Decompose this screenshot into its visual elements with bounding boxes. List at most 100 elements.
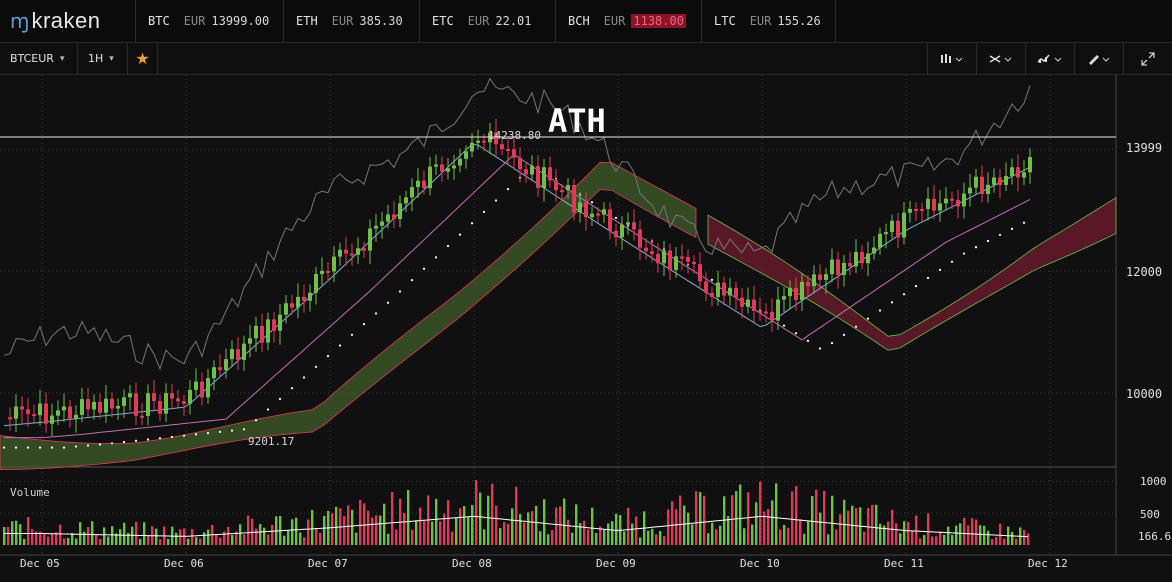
candle [38,403,42,416]
price-chart[interactable]: ATH 14238.80 9201.17 13999 12000 10000 V… [0,75,1172,582]
candle [710,292,714,297]
candle [740,297,744,307]
volume-bar [707,533,710,545]
ticker-price: 1138.00 [631,14,686,28]
drawing-style-button[interactable] [1025,43,1074,74]
indicators-button[interactable] [976,43,1025,74]
candle [92,401,96,410]
volume-bar [511,508,514,545]
volume-bar [371,517,374,545]
ticker-etc[interactable]: ETC EUR 22.01 [420,0,556,42]
volume-bar [771,500,774,545]
volume-bar [331,513,334,545]
volume-bar [515,486,518,545]
candle [848,262,852,267]
candle [290,303,294,308]
candle [176,398,180,402]
candle [926,198,930,209]
candle [596,213,600,216]
candle [374,225,378,229]
candle [818,274,822,280]
volume-bar [795,486,798,545]
volume-bar [755,502,758,545]
x-axis-ticks: Dec 05 Dec 06 Dec 07 Dec 08 Dec 09 Dec 10 Dec … [20,557,1068,570]
volume-bar [79,522,82,545]
candle [728,287,732,296]
candle [758,310,762,313]
volume-bar [107,536,110,545]
ticker-bch[interactable]: BCH EUR 1138.00 [556,0,702,42]
volume-bar [571,532,574,545]
volume-bar [147,535,150,545]
parabolic-sar-dot [422,267,426,270]
candle [368,228,372,251]
ticker-price: 385.30 [359,14,403,28]
volume-bar [131,526,134,545]
candle [746,299,750,307]
candle [920,208,924,211]
volume-bar [955,525,958,545]
candle-type-button[interactable] [927,43,976,74]
candle [242,343,246,360]
favorite-button[interactable]: ★ [128,43,158,74]
candle [392,214,396,220]
candle [956,199,960,207]
volume-bar [203,532,206,545]
volume-bar [459,508,462,545]
candle [164,393,168,414]
candle [806,281,810,287]
candle [62,406,66,411]
volume-bar [143,522,146,545]
parabolic-sar-dot [818,347,822,350]
parabolic-sar-dot [710,278,714,282]
volume-bar [111,526,114,545]
volume-bar [767,508,770,545]
draw-tools-button[interactable] [1074,43,1123,74]
candle [962,193,966,207]
volume-bar [239,524,242,545]
logo[interactable]: ɱ kraken [0,0,136,42]
ticker-btc[interactable]: BTC EUR 13999.00 [136,0,284,42]
candle [1028,157,1032,173]
candle [170,393,174,399]
volume-bar [891,509,894,545]
ticker-price: 155.26 [777,14,821,28]
parabolic-sar-dot [974,246,978,249]
candle [470,142,474,152]
candle [428,166,432,189]
ticker-ltc[interactable]: LTC EUR 155.26 [702,0,836,42]
candle [716,282,720,297]
candle [44,403,48,424]
volume-bar [1015,538,1018,545]
y-tick-label: 12000 [1126,265,1162,279]
volume-bar [607,523,610,545]
volume-bar [383,503,386,545]
fullscreen-button[interactable] [1123,43,1172,74]
pair-selector[interactable]: BTCEUR ▾ [0,43,78,74]
volume-bar [119,529,122,545]
volume-bar [499,528,502,545]
candle [332,256,336,272]
parabolic-sar-dot [302,376,306,379]
candle [26,409,30,415]
volume-bar [187,538,190,545]
volume-bar [479,492,482,545]
volume-bar [495,505,498,545]
parabolic-sar-dot [182,434,186,437]
ath-annotation: ATH [548,102,606,140]
volume-bar [783,524,786,545]
parabolic-sar-dot [590,201,594,204]
parabolic-sar-dot [614,216,618,219]
volume-bar [611,521,614,545]
volume-bar [467,517,470,545]
interval-label: 1H [88,52,104,65]
ticker-eth[interactable]: ETH EUR 385.30 [284,0,420,42]
parabolic-sar-dot [386,301,390,304]
interval-selector[interactable]: 1H ▾ [78,43,128,74]
candle [686,256,690,262]
candle [80,399,84,415]
volume-bar [311,509,314,545]
volume-bar [739,484,742,545]
volume-bar [307,519,310,545]
candle [308,292,312,301]
